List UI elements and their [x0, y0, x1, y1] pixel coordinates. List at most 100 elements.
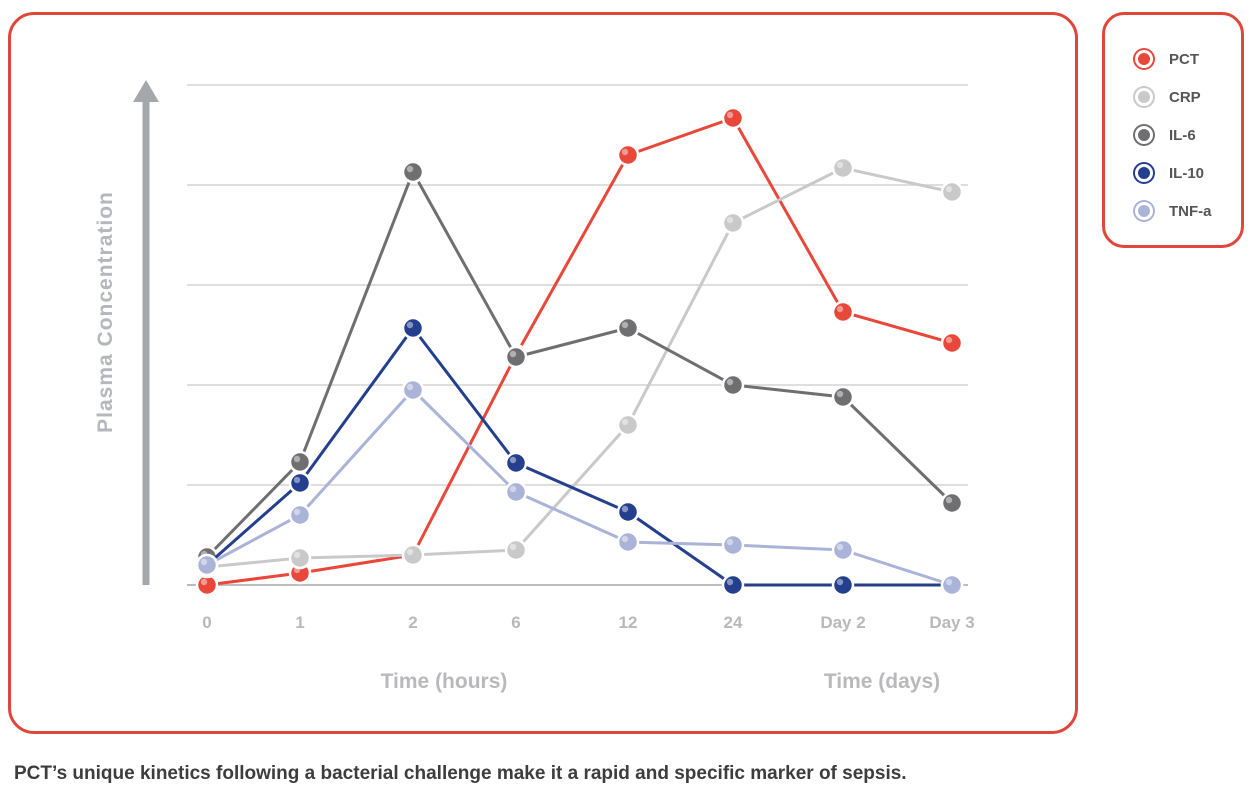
y-axis: Plasma Concentration — [94, 80, 159, 585]
x-group-labels: Time (hours) Time (days) — [381, 670, 941, 693]
legend-item-pct: PCT — [1135, 47, 1199, 71]
series-line-crp — [206, 166, 953, 569]
data-point-il-10 — [504, 451, 528, 475]
data-point-il-6 — [721, 373, 745, 397]
series-crp — [195, 156, 964, 579]
legend-label: IL-6 — [1169, 126, 1196, 144]
data-point-highlight — [509, 350, 517, 358]
data-point-crp — [288, 546, 312, 570]
x-tick-label: 2 — [408, 613, 417, 632]
x-tick-label: Day 2 — [820, 613, 865, 632]
legend-swatch — [1135, 126, 1153, 144]
data-point-highlight — [621, 418, 629, 426]
data-point-highlight — [509, 543, 517, 551]
data-point-highlight — [726, 378, 734, 386]
data-point-il-6 — [401, 160, 425, 184]
legend-swatch — [1135, 50, 1153, 68]
legend-swatch — [1135, 164, 1153, 182]
data-point-highlight — [945, 578, 953, 586]
data-point-crp — [940, 180, 964, 204]
data-point-highlight — [726, 578, 734, 586]
data-point-pct — [721, 106, 745, 130]
x-tick-label: 12 — [619, 613, 638, 632]
figure-caption: PCT’s unique kinetics following a bacter… — [14, 763, 907, 784]
data-point-highlight — [836, 161, 844, 169]
data-point-crp — [831, 156, 855, 180]
data-point-highlight — [293, 551, 301, 559]
legend-label: IL-10 — [1169, 164, 1205, 182]
data-point-tnf-a — [940, 573, 964, 597]
legend-item-il-6: IL-6 — [1135, 123, 1196, 147]
legend-item-tnf-a: TNF-a — [1135, 199, 1212, 223]
data-point-tnf-a — [288, 503, 312, 527]
data-point-highlight — [945, 336, 953, 344]
x-tick-label: 6 — [511, 613, 520, 632]
y-axis-arrow-head — [133, 80, 159, 102]
legend: PCT CRP IL-6 IL-10 TNF-a — [1102, 12, 1244, 248]
y-axis-label: Plasma Concentration — [94, 191, 117, 433]
data-point-il-6 — [504, 345, 528, 369]
data-point-highlight — [621, 505, 629, 513]
x-group-label: Time (days) — [824, 670, 940, 693]
data-point-il-6 — [831, 385, 855, 409]
legend-label: CRP — [1169, 88, 1201, 106]
x-group-label: Time (hours) — [381, 670, 508, 693]
data-point-pct — [831, 300, 855, 324]
x-tick-label: 24 — [724, 613, 743, 632]
data-point-tnf-a — [195, 553, 219, 577]
x-tick-label: 0 — [202, 613, 211, 632]
series-line-tnf-a — [206, 388, 953, 587]
legend-label: PCT — [1169, 50, 1199, 68]
data-point-highlight — [509, 485, 517, 493]
data-point-tnf-a — [504, 480, 528, 504]
data-point-il-6 — [940, 491, 964, 515]
series-line-pct — [206, 116, 953, 587]
data-point-highlight — [200, 558, 208, 566]
data-point-tnf-a — [831, 538, 855, 562]
data-point-highlight — [621, 148, 629, 156]
data-point-crp — [721, 211, 745, 235]
series-tnf-a — [195, 378, 964, 597]
data-point-highlight — [406, 321, 414, 329]
data-point-highlight — [726, 538, 734, 546]
data-point-highlight — [406, 548, 414, 556]
legend-item-il-10: IL-10 — [1135, 161, 1204, 185]
data-point-highlight — [509, 456, 517, 464]
data-point-il-10 — [616, 500, 640, 524]
data-point-crp — [401, 543, 425, 567]
data-point-il-10 — [721, 573, 745, 597]
data-point-pct — [940, 331, 964, 355]
data-point-highlight — [621, 321, 629, 329]
data-point-tnf-a — [616, 530, 640, 554]
data-point-il-10 — [831, 573, 855, 597]
data-point-il-10 — [401, 316, 425, 340]
data-point-highlight — [293, 455, 301, 463]
data-point-tnf-a — [721, 533, 745, 557]
data-point-tnf-a — [401, 378, 425, 402]
legend-swatch — [1135, 88, 1153, 106]
data-point-highlight — [836, 543, 844, 551]
series-il-6 — [195, 160, 964, 569]
legend-item-crp: CRP — [1135, 85, 1201, 109]
legend-swatch — [1135, 202, 1153, 220]
data-point-pct — [616, 143, 640, 167]
data-point-highlight — [945, 185, 953, 193]
x-tick-labels: 0 1 2 6 12 24 Day 2 Day 3 — [202, 613, 974, 632]
chart-frame — [8, 12, 1078, 734]
data-point-highlight — [200, 578, 208, 586]
line-chart: Plasma Concentration 0 1 2 6 12 24 Day 2 Day 3 … — [94, 80, 975, 693]
data-point-highlight — [836, 390, 844, 398]
data-point-highlight — [726, 216, 734, 224]
data-point-highlight — [836, 305, 844, 313]
data-point-highlight — [836, 578, 844, 586]
legend-label: TNF-a — [1169, 202, 1212, 220]
data-point-il-10 — [288, 471, 312, 495]
data-point-highlight — [293, 508, 301, 516]
data-point-il-6 — [288, 450, 312, 474]
data-point-crp — [504, 538, 528, 562]
data-point-highlight — [406, 165, 414, 173]
data-point-il-6 — [616, 316, 640, 340]
series-line-il-6 — [205, 170, 954, 559]
series-line-il-10 — [206, 326, 952, 587]
data-point-highlight — [945, 496, 953, 504]
